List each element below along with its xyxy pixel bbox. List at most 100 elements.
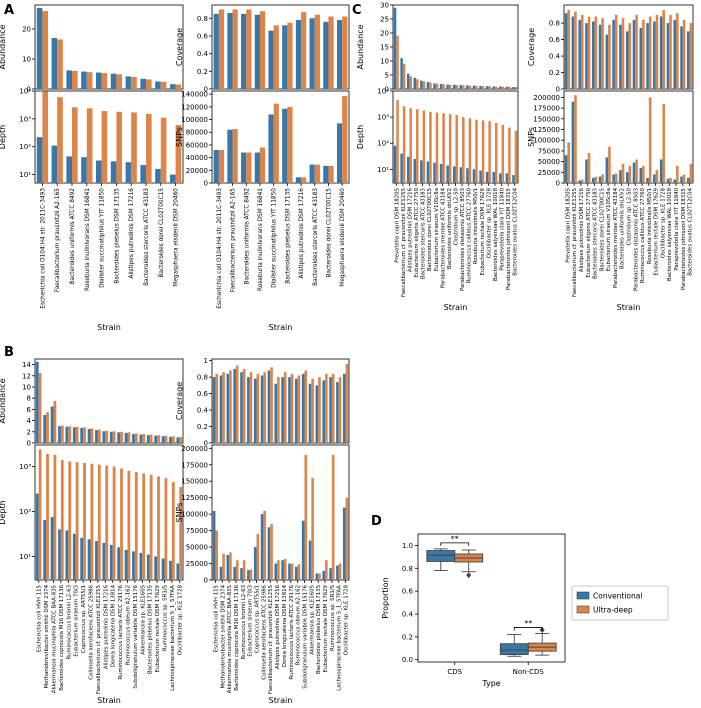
x-tick-label: Alistipes putredinis DSM 17216 (299, 188, 305, 279)
ultra-deep-bar (311, 378, 314, 443)
conventional-bar (393, 7, 397, 89)
x-tick-label: Bacteroides stercoris ATCC 43183 (313, 188, 319, 286)
ultra-deep-bar (146, 113, 152, 183)
x-tick-label: Coprococcus sp. ART55/1 (255, 585, 261, 653)
x-tick-label: Dialister succinatiphilus YIT 11850 (100, 188, 106, 288)
x-tick-label: Bacteroides plebeius DSM 17135 (285, 188, 291, 284)
conventional-bar (58, 529, 61, 580)
conventional-bar (499, 86, 502, 89)
conventional-bar (80, 537, 84, 580)
y-tick-label: 0 (27, 86, 31, 94)
ultra-deep-bar (60, 459, 64, 580)
ultra-deep-bar (68, 426, 72, 443)
conventional-bar (219, 566, 223, 580)
conventional-bar (35, 361, 39, 443)
conventional-bar (169, 436, 172, 443)
panel-label-c: C (352, 3, 362, 18)
y-axis-label: Coverage (527, 28, 536, 66)
conventional-bar (247, 377, 250, 443)
conventional-bar (578, 180, 581, 183)
x-tick-label: Ruminococcus bromii L2-63 (66, 585, 72, 660)
conventional-bar (336, 20, 343, 89)
conventional-bar (240, 372, 243, 443)
ultra-deep-bar (249, 372, 253, 443)
y-tick-label: 10³ (377, 114, 389, 122)
ultra-deep-bar (273, 25, 279, 89)
significance-label: ** (524, 619, 532, 628)
ultra-deep-bar (101, 111, 108, 183)
ultra-deep-bar (580, 179, 584, 183)
x-tick-label: Alistipes putredinis DSM 17216 (129, 188, 135, 279)
conventional-bar (632, 19, 636, 89)
conventional-bar (161, 436, 165, 443)
ultra-deep-bar (342, 96, 348, 183)
ultra-deep-bar (263, 510, 266, 580)
conventional-bar (132, 434, 135, 443)
ultra-deep-bar (283, 372, 287, 443)
x-tick-label: Eubacterium rectale DSM 17629 (480, 187, 486, 275)
conventional-bar (322, 380, 326, 443)
ultra-deep-outlier (466, 572, 472, 579)
ultra-deep-bar (642, 19, 645, 89)
conventional-bar (247, 570, 250, 580)
x-tick-label: Eubacterium siraeum V10Sc8a (434, 188, 440, 271)
y-tick-label: 25000 (538, 169, 560, 177)
conventional-bar (66, 70, 72, 89)
significance-bracket (440, 542, 470, 546)
x-axis-label: Strain (97, 696, 121, 705)
conventional-bar (309, 18, 315, 90)
ultra-deep-bar (587, 153, 591, 183)
y-tick-label: 0.8 (402, 565, 413, 573)
y-tick-label: 150000 (181, 478, 208, 486)
conventional-bar (81, 157, 87, 183)
x-tick-label: Clostridium sp. L2-50 (627, 187, 633, 245)
panel-label-a: A (4, 3, 14, 18)
conventional-bar (51, 145, 58, 183)
ultra-deep-bar (689, 23, 693, 90)
conventional-bar (625, 172, 629, 183)
ultra-deep-bar (594, 16, 598, 89)
x-tick-label: Oscillibacter sp. KLE 1728 (344, 584, 350, 655)
x-tick-label: Eubacterium siraeum 70/3 (74, 585, 80, 657)
x-tick-label: Ruminococcus obeum A2-162 (296, 585, 302, 665)
ultra-deep-bar (249, 569, 253, 580)
ultra-deep-bar (462, 85, 465, 89)
y-tick-label: 10² (19, 508, 31, 516)
ultra-deep-bar (277, 560, 280, 580)
ultra-deep-bar (215, 530, 219, 580)
conventional-bar (308, 383, 312, 443)
y-tick-label: 0.4 (549, 53, 561, 61)
y-tick-label: 0.8 (197, 374, 208, 382)
y-tick-label: 200000 (181, 445, 208, 453)
ultra-deep-bar (635, 14, 638, 89)
axes-frame (211, 4, 350, 90)
ultra-deep-bar (127, 432, 131, 443)
conventional-bar (213, 150, 219, 183)
y-tick-label: 100000 (533, 137, 560, 145)
ultra-deep-bar (90, 463, 94, 580)
legend-frame (571, 585, 669, 621)
y-axis-label: Proportion (381, 577, 390, 618)
conventional-bar (505, 86, 509, 89)
conventional-bar (43, 519, 47, 580)
conventional-bar (420, 160, 423, 183)
y-tick-label: 10 (22, 56, 31, 64)
y-tick-label: 0.4 (197, 50, 209, 58)
ultra-deep-bar (222, 553, 225, 580)
ultra-deep-bar (429, 82, 432, 89)
ultra-deep-bar (468, 85, 472, 89)
y-tick-label: 0.2 (197, 68, 208, 76)
conventional-bar (254, 14, 260, 89)
ultra-deep-bar (331, 454, 335, 580)
ultra-deep-bar (676, 165, 679, 183)
y-tick-label: 0 (27, 440, 31, 448)
axes-frame (34, 444, 184, 581)
ultra-deep-bar (283, 558, 287, 580)
ultra-deep-bar (259, 147, 266, 183)
y-tick-label: 0 (385, 86, 389, 94)
ultra-deep-bar (146, 79, 152, 89)
legend: Conventional Ultra-deep (571, 585, 669, 621)
ultra-deep-bar (142, 473, 146, 580)
panel-label-d: D (371, 514, 382, 529)
conventional-bar (687, 31, 690, 89)
